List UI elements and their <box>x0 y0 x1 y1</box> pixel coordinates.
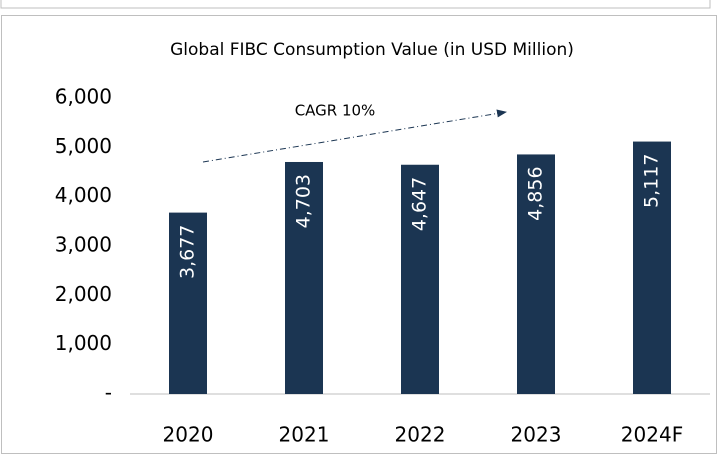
value-label: 5,117 <box>641 154 663 208</box>
bar <box>633 141 671 394</box>
value-label: 4,856 <box>525 166 547 220</box>
y-tick-label: 2,000 <box>55 282 112 306</box>
x-tick-label: 2022 <box>395 423 446 447</box>
value-label: 4,703 <box>293 174 315 228</box>
x-tick-label: 2023 <box>511 423 562 447</box>
annotation: CAGR 10% <box>295 102 376 120</box>
chart-title: Global FIBC Consumption Value (in USD Mi… <box>170 40 574 60</box>
y-tick-label: 4,000 <box>55 183 112 207</box>
y-tick-label: 6,000 <box>55 85 112 109</box>
x-tick-label: 2024F <box>621 423 683 447</box>
value-label: 3,677 <box>177 225 199 279</box>
x-tick-label: 2020 <box>163 423 214 447</box>
y-tick-label: 3,000 <box>55 233 112 257</box>
y-tick-label: - <box>105 381 112 405</box>
y-tick-label: 5,000 <box>55 134 112 158</box>
value-label: 4,647 <box>409 177 431 231</box>
chart-frame <box>1 15 717 454</box>
bar <box>285 161 323 394</box>
bar <box>169 212 207 394</box>
bar <box>401 164 439 394</box>
top-frame <box>0 0 711 9</box>
x-tick-label: 2021 <box>279 423 330 447</box>
y-tick-label: 1,000 <box>55 331 112 355</box>
cagr-arrow <box>202 109 507 163</box>
bar <box>517 154 555 394</box>
